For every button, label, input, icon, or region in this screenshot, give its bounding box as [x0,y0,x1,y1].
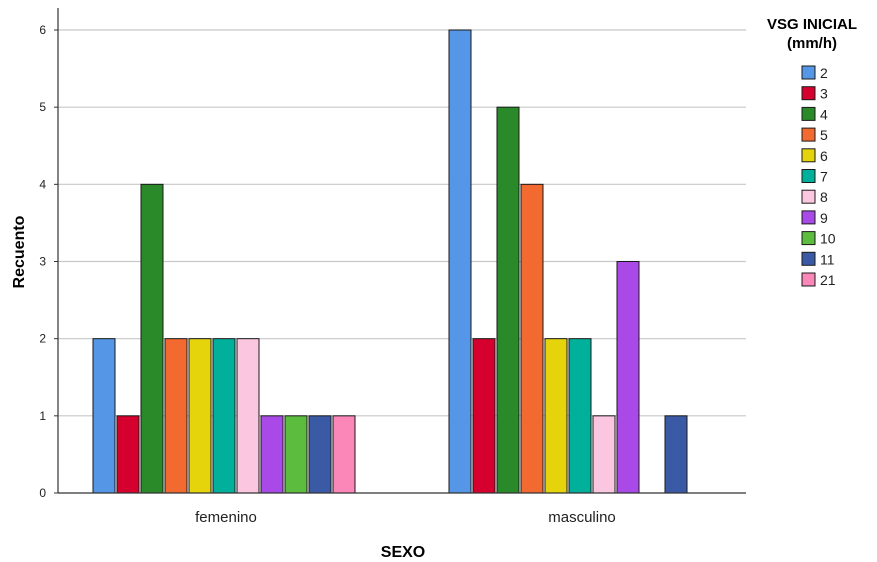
legend-label-3: 3 [820,86,828,102]
bar-femenino-3 [116,415,140,494]
legend-swatch-6 [801,148,816,163]
y-tick-label-0: 0 [39,486,46,500]
bar-femenino-2 [92,338,116,494]
legend-label-5: 5 [820,127,828,143]
legend-swatch-4 [801,106,816,121]
y-axis-title: Recuento [11,215,28,288]
bar-masculino-2 [448,29,472,494]
legend-swatch-9 [801,210,816,225]
y-tick-label-2: 2 [39,332,46,346]
x-category-femenino: femenino [195,509,257,526]
legend-swatch-2 [801,65,816,80]
bar-masculino-9 [616,261,640,494]
legend-swatch-11 [801,251,816,266]
bar-femenino-10 [284,415,308,494]
bar-masculino-3 [472,338,496,494]
legend-swatch-7 [801,169,816,183]
y-tick-label-1: 1 [39,409,46,423]
x-category-labels: femenino masculino [195,509,616,526]
x-axis-title: SEXO [381,544,425,561]
bar-masculino-5 [520,183,544,494]
legend-label-6: 6 [820,148,828,164]
legend-swatch-10 [801,231,816,246]
bars [92,29,688,494]
bar-femenino-21 [332,415,356,494]
bar-femenino-9 [260,415,284,494]
bar-masculino-11 [664,415,688,494]
y-tick-labels: 0 1 2 3 4 5 6 [39,23,46,500]
bar-masculino-4 [496,106,520,494]
bar-femenino-8 [236,338,260,494]
y-tick-label-3: 3 [39,255,46,269]
bar-femenino-5 [164,338,188,494]
axes [57,8,746,494]
legend-swatch-8 [801,189,816,204]
y-tick-label-6: 6 [39,23,46,37]
legend-label-8: 8 [820,189,828,205]
y-tick-label-5: 5 [39,100,46,114]
legend-items: 2 3 4 5 6 7 8 9 10 11 21 [801,65,836,288]
bar-masculino-7 [568,338,592,494]
legend-label-9: 9 [820,210,828,226]
bar-masculino-8 [592,415,616,494]
legend-label-2: 2 [820,65,828,81]
y-tick-label-4: 4 [39,177,46,191]
legend: VSG INICIAL (mm/h) 2 3 4 5 6 7 8 9 10 11 21 [767,16,857,288]
legend-swatch-5 [801,127,816,142]
legend-title-line-1: VSG INICIAL [767,16,857,33]
legend-swatch-21 [801,272,816,287]
legend-swatch-3 [801,86,816,101]
bar-femenino-4 [140,183,164,494]
bar-femenino-11 [308,415,332,494]
legend-label-10: 10 [820,231,836,247]
legend-title-line-2: (mm/h) [787,35,837,52]
legend-label-21: 21 [820,272,836,288]
x-category-masculino: masculino [548,509,616,526]
legend-label-11: 11 [820,251,835,267]
bar-masculino-6 [544,338,568,494]
legend-label-4: 4 [820,106,828,122]
bar-femenino-7 [212,338,236,494]
bar-femenino-6 [188,338,212,494]
legend-label-7: 7 [820,169,828,185]
